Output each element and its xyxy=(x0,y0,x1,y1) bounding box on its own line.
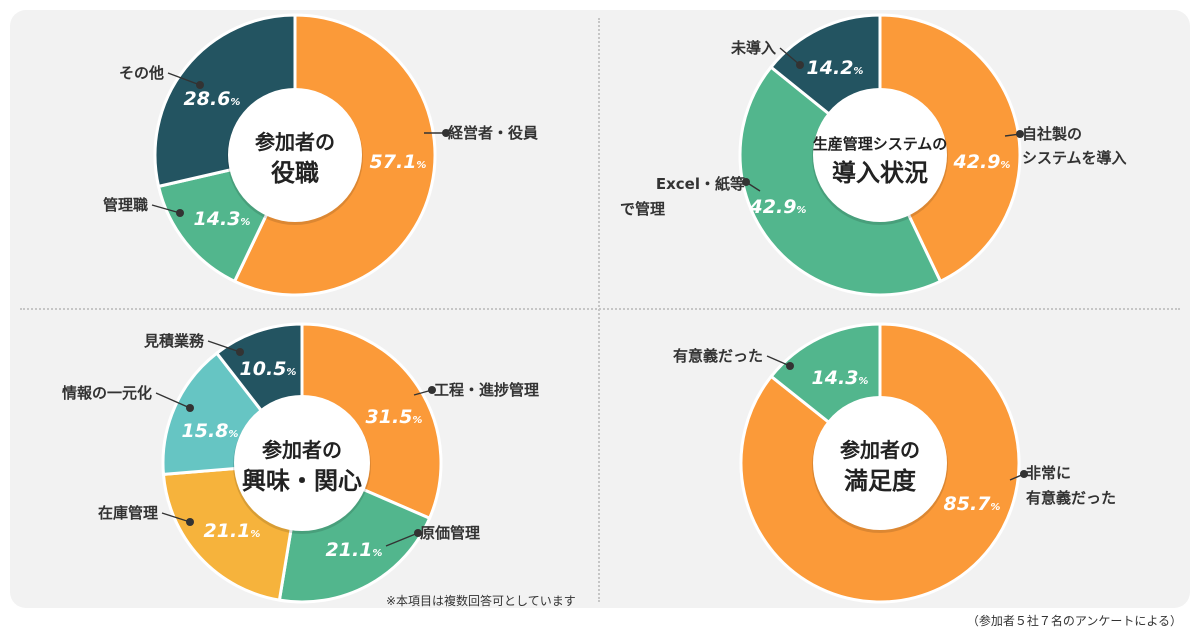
percent-sign: % xyxy=(228,429,238,440)
category-label: 工程・進捗管理 xyxy=(434,381,539,399)
leader-dot xyxy=(786,362,794,370)
leader-dot xyxy=(196,81,204,89)
category-label: システムを導入 xyxy=(1022,149,1127,167)
category-label: Excel・紙等 xyxy=(656,175,745,193)
percent-sign: % xyxy=(250,529,260,540)
survey-source-note: （参加者５社７名のアンケートによる） xyxy=(966,614,1182,628)
leader-line xyxy=(385,532,419,547)
leader-dot xyxy=(176,209,184,217)
chart-title-line-2: 満足度 xyxy=(844,467,917,495)
value-label: 15.8% xyxy=(182,420,239,442)
leader-dot xyxy=(186,404,194,412)
vertical-divider xyxy=(598,18,600,602)
value-label: 42.9% xyxy=(749,196,807,218)
leader-line xyxy=(779,47,801,66)
category-label: 有意義だった xyxy=(673,347,763,365)
percent-sign: % xyxy=(240,217,250,228)
leader-dot xyxy=(1020,470,1028,478)
percent-sign: % xyxy=(416,160,426,171)
chart-title-line-1: 参加者の xyxy=(262,438,342,462)
center-hole xyxy=(813,396,947,530)
category-label: 有意義だった xyxy=(1026,489,1116,507)
chart-title-line-1: 参加者の xyxy=(255,130,335,154)
percent-sign: % xyxy=(1000,160,1010,171)
leader-dot xyxy=(1016,130,1024,138)
category-label: 情報の一元化 xyxy=(62,384,152,402)
value-label: 42.9% xyxy=(953,151,1011,173)
value-label: 85.7% xyxy=(944,493,1001,515)
value-label: 14.2% xyxy=(807,57,864,79)
leader-line xyxy=(155,392,191,409)
value-label: 28.6% xyxy=(184,88,241,110)
chart-title-line-2: 興味・関心 xyxy=(242,467,362,495)
category-label: 経営者・役員 xyxy=(448,124,538,142)
percent-sign: % xyxy=(412,415,422,426)
category-label: 管理職 xyxy=(103,196,148,214)
leader-line xyxy=(167,72,201,86)
horizontal-divider xyxy=(20,308,1180,310)
category-label: その他 xyxy=(119,64,164,82)
center-hole xyxy=(234,395,370,531)
category-label: 非常に xyxy=(1026,464,1071,482)
percent-sign: % xyxy=(372,548,382,559)
leader-line xyxy=(151,204,181,214)
leader-dot xyxy=(796,61,804,69)
value-label: 21.1% xyxy=(326,539,383,561)
leader-dot xyxy=(442,129,450,137)
leader-line xyxy=(766,355,791,367)
value-label: 31.5% xyxy=(366,406,423,428)
leader-line xyxy=(207,340,241,353)
value-label: 57.1% xyxy=(370,151,427,173)
leader-dot xyxy=(414,529,422,537)
value-label: 14.3% xyxy=(812,367,869,389)
percent-sign: % xyxy=(796,205,806,216)
chart-title-line-1: 参加者の xyxy=(840,438,920,462)
value-label: 14.3% xyxy=(194,208,251,230)
chart-title-line-2: 役職 xyxy=(271,159,319,187)
value-label: 21.1% xyxy=(204,520,261,542)
leader-line xyxy=(161,512,191,523)
value-label: 10.5% xyxy=(240,358,297,380)
leader-dot xyxy=(236,348,244,356)
center-hole xyxy=(228,88,362,222)
category-label: 自社製の xyxy=(1022,125,1082,143)
percent-sign: % xyxy=(858,376,868,387)
leader-dot xyxy=(186,518,194,526)
category-label: で管理 xyxy=(620,200,665,218)
percent-sign: % xyxy=(853,66,863,77)
category-label: 在庫管理 xyxy=(98,504,158,522)
category-label: 原価管理 xyxy=(420,524,480,542)
pie-slice xyxy=(878,13,1022,284)
leader-dot xyxy=(428,386,436,394)
percent-sign: % xyxy=(990,502,1000,513)
chart-title-line-1: 生産管理システムの xyxy=(813,135,948,153)
category-label: 見積業務 xyxy=(143,332,205,350)
center-hole xyxy=(813,88,947,222)
percent-sign: % xyxy=(286,367,296,378)
multiple-answer-note: ※本項目は複数回答可としています xyxy=(386,594,576,608)
chart-title-line-2: 導入状況 xyxy=(832,159,928,187)
percent-sign: % xyxy=(230,97,240,108)
category-label: 未導入 xyxy=(730,39,776,57)
leader-dot xyxy=(742,178,750,186)
